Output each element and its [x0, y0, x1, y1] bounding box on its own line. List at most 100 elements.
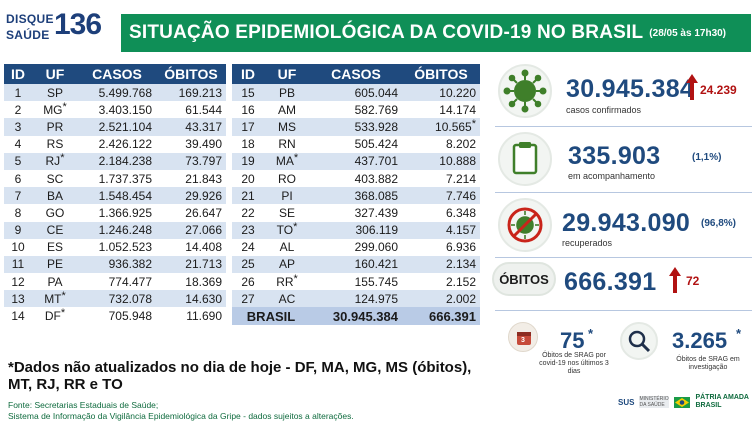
deaths-value: 666.391 — [564, 268, 657, 296]
clipboard-icon — [512, 142, 538, 175]
cell-uf: PA — [32, 273, 78, 290]
obitos-text: 29.926 — [185, 188, 222, 203]
uf-text: PI — [281, 188, 293, 203]
uf-asterisk: * — [60, 152, 65, 165]
cell-uf: AL — [264, 239, 310, 256]
footer-logos: SUS MINISTÉRIO DA SAÚDE PÁTRIA AMADA BRA… — [618, 392, 752, 412]
uf-text: RS — [46, 137, 64, 152]
uf-asterisk: * — [60, 307, 66, 320]
stat-monitoring: 335.903 (1,1%) em acompanhamento — [490, 128, 752, 190]
recovered-icon-circle — [498, 198, 552, 252]
page-title: SITUAÇÃO EPIDEMIOLÓGICA DA COVID-19 NO B… — [129, 22, 644, 43]
uf-text: AC — [278, 291, 296, 306]
col-obitos: ÓBITOS — [402, 64, 480, 84]
table-row: 8 GO 1.366.925 26.647 — [4, 204, 226, 221]
recovered-pct: (96,8%) — [701, 218, 737, 229]
cell-id: 24 — [241, 240, 255, 255]
cell-obitos: 6.348 — [402, 204, 480, 221]
cell-id: 10 — [11, 240, 25, 255]
col-uf: UF — [32, 64, 78, 84]
cell-id: 6 — [14, 171, 22, 186]
logo-number: 136 — [54, 8, 102, 41]
divider — [495, 310, 752, 311]
uf-text: TO — [276, 223, 294, 238]
confirmed-label: casos confirmados — [566, 105, 642, 115]
cell-casos: 299.060 — [354, 240, 398, 255]
uf-asterisk: * — [293, 272, 298, 285]
title-bar: SITUAÇÃO EPIDEMIOLÓGICA DA COVID-19 NO B… — [121, 14, 751, 52]
virus-icon-circle — [498, 64, 552, 118]
cell-id: 27 — [232, 290, 264, 308]
calendar-day: 3 — [521, 337, 525, 344]
table-row: 3 PR 2.521.104 43.317 — [4, 118, 226, 136]
cell-casos: 936.382 — [78, 255, 156, 274]
magnifier-icon-circle — [620, 322, 658, 360]
cell-casos: 774.477 — [108, 274, 152, 289]
uf-asterisk: * — [61, 289, 66, 302]
cell-obitos: 21.713 — [156, 255, 226, 274]
obitos-text: 2.134 — [445, 257, 476, 272]
monitoring-pct: (1,1%) — [692, 152, 722, 163]
table-header-row: ID UF CASOS ÓBITOS — [4, 64, 226, 84]
total-casos: 30.945.384 — [310, 307, 402, 325]
cell-id: 18 — [241, 137, 255, 152]
arrow-up-icon — [669, 267, 681, 293]
uf-text: DF — [44, 309, 61, 324]
cell-uf: SP — [32, 84, 78, 102]
cell-id: 17 — [232, 118, 264, 136]
table-row: 13 MT* 732.078 14.630 — [4, 289, 226, 308]
cell-casos: 533.928 — [310, 118, 402, 136]
col-uf: UF — [264, 64, 310, 84]
obitos-text: 10.220 — [439, 85, 476, 100]
cell-uf: RR* — [264, 273, 310, 290]
cell-uf: CE — [32, 221, 78, 239]
obitos-text: 6.348 — [445, 205, 476, 220]
obitos-text: 2.152 — [445, 274, 476, 289]
obitos-text: 10.888 — [439, 154, 476, 169]
monitoring-label: em acompanhamento — [568, 171, 656, 181]
cell-uf: PE — [32, 255, 78, 274]
cell-casos: 368.085 — [310, 187, 402, 205]
cell-obitos: 39.490 — [156, 136, 226, 153]
gov-line1: PÁTRIA AMADA — [695, 394, 749, 401]
srag-deaths-label: Óbitos de SRAG por covid-19 nos últimos … — [539, 352, 609, 375]
cell-uf: RS — [32, 136, 78, 153]
cell-obitos: 27.066 — [156, 221, 226, 239]
obitos-text: 4.157 — [445, 223, 476, 238]
table-row: 26 RR* 155.745 2.152 — [232, 273, 480, 290]
cell-obitos: 73.797 — [156, 152, 226, 170]
cell-id: 26 — [241, 274, 255, 289]
cell-uf: MG* — [32, 101, 78, 118]
cell-obitos: 14.630 — [156, 290, 226, 308]
obitos-text: 18.369 — [185, 274, 222, 289]
cell-id: 19 — [232, 152, 264, 170]
obitos-text: 21.843 — [185, 171, 222, 186]
cell-casos: 1.366.925 — [98, 205, 152, 220]
cell-id: 20 — [241, 171, 255, 186]
confirmed-value: 30.945.384 — [566, 75, 695, 103]
table-row: 20 RO 403.882 7.214 — [232, 170, 480, 187]
cell-uf: AC — [264, 290, 310, 308]
uf-text: PE — [46, 257, 63, 272]
uf-text: RR — [276, 274, 294, 289]
cell-obitos: 6.936 — [402, 239, 480, 256]
uf-asterisk: * — [62, 100, 67, 113]
divider — [495, 192, 752, 193]
cell-obitos: 2.002 — [402, 290, 480, 308]
obitos-text: 39.490 — [185, 137, 222, 152]
cell-obitos: 8.202 — [402, 136, 480, 153]
cell-obitos: 169.213 — [156, 84, 226, 102]
deaths-delta: 72 — [686, 274, 700, 288]
table-row: 25 AP 160.421 2.134 — [232, 255, 480, 274]
report-date: (28/05 às 17h30) — [649, 27, 727, 39]
table-header-row: ID UF CASOS ÓBITOS — [232, 64, 480, 84]
uf-text: GO — [45, 205, 65, 220]
cell-uf: MT* — [32, 289, 78, 308]
gov-logo: PÁTRIA AMADA BRASIL — [695, 394, 749, 410]
cell-id: 1 — [4, 84, 32, 102]
table-row: 14 DF* 705.948 11.690 — [4, 307, 226, 324]
deaths-pill: ÓBITOS — [492, 262, 556, 296]
sus-logo: SUS — [618, 397, 635, 407]
obitos-text: 6.936 — [445, 240, 476, 255]
divider — [495, 126, 752, 127]
